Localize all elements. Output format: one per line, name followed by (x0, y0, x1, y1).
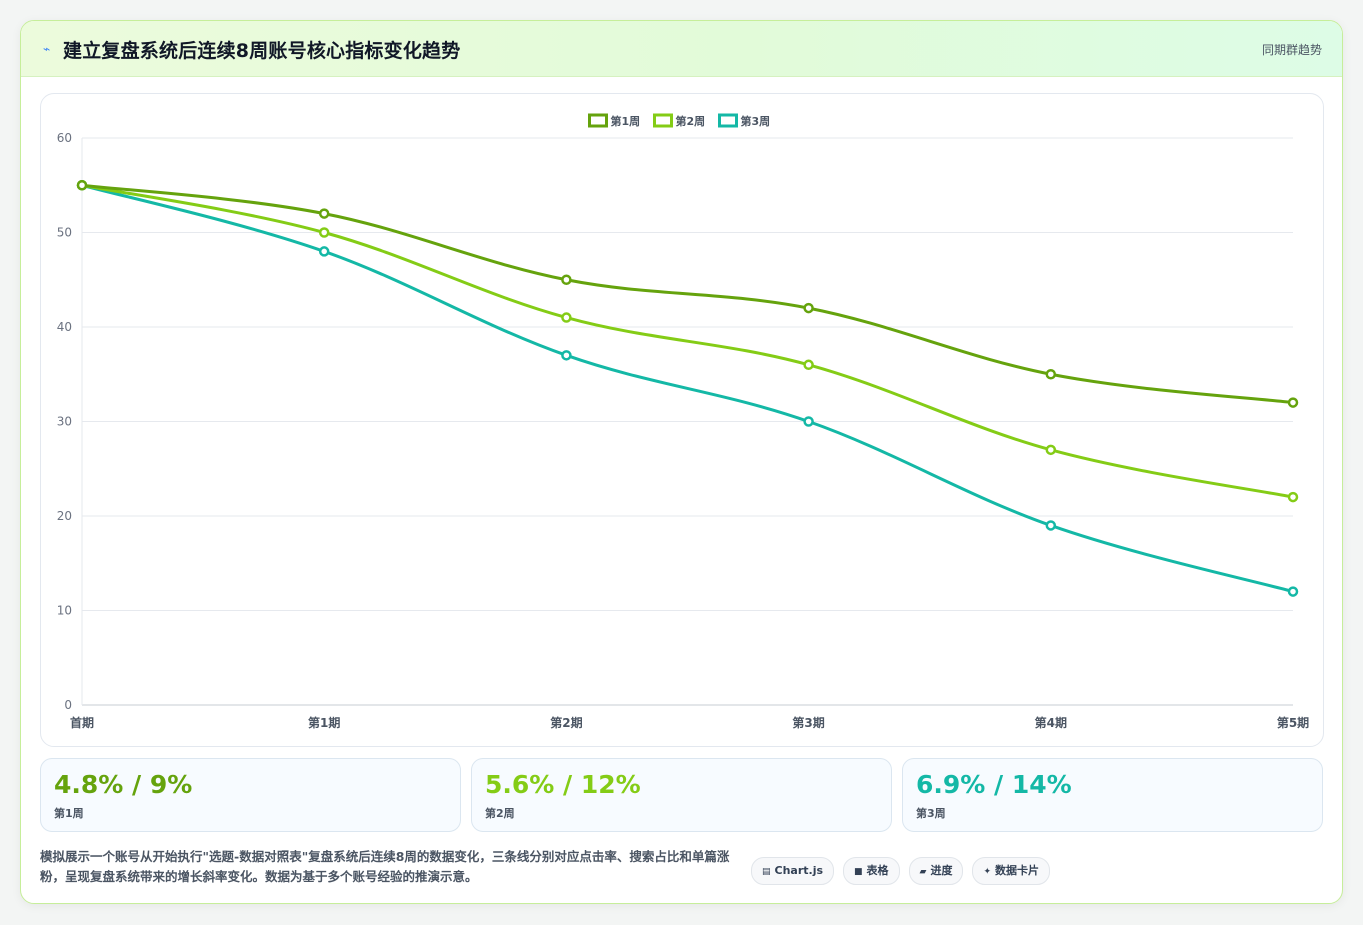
series-line (80, 183, 1295, 499)
chip-chartjs[interactable]: ▤ Chart.js (751, 857, 835, 885)
legend-label: 第2周 (676, 114, 706, 128)
stat-value: 5.6% / 12% (485, 770, 641, 799)
cohort-tag: 同期群趋势 (1261, 43, 1322, 57)
chip-label: Chart.js (774, 864, 824, 877)
stat-value: 4.8% / 9% (54, 770, 193, 799)
table-icon: ■ (854, 867, 863, 877)
stat-card-week1: 4.8% / 9% 第1周 (40, 758, 461, 832)
chip-progress[interactable]: ▰ 进度 (908, 857, 964, 885)
chip-label: 表格 (866, 864, 889, 877)
legend-label: 第3周 (741, 114, 771, 128)
data-point (561, 312, 572, 323)
stat-label: 第2周 (485, 807, 515, 820)
chip-label: 进度 (930, 864, 953, 877)
legend-label: 第1周 (611, 114, 641, 128)
data-point (1045, 444, 1057, 456)
y-tick-label: 60 (57, 131, 72, 145)
y-tick-label: 20 (57, 509, 72, 523)
chip-data-card[interactable]: ✦ 数据卡片 (972, 857, 1051, 885)
data-point (1287, 491, 1299, 503)
data-point (1045, 520, 1057, 531)
series-line (80, 183, 1295, 594)
data-point (318, 227, 330, 238)
data-point (1287, 397, 1299, 408)
x-tick-label: 第4期 (1035, 715, 1067, 730)
y-tick-label: 40 (57, 320, 72, 334)
tech-chips: ▤ Chart.js ■ 表格 ▰ 进度 ✦ 数据卡片 (751, 857, 1051, 885)
data-point (803, 359, 814, 371)
data-point (318, 246, 330, 257)
x-tick-label: 第2期 (550, 715, 582, 730)
chip-label: 数据卡片 (995, 864, 1040, 877)
stat-card-week3: 6.9% / 14% 第3周 (902, 758, 1323, 832)
chip-table[interactable]: ■ 表格 (843, 857, 900, 885)
stat-label: 第3周 (916, 807, 946, 820)
x-tick-label: 第5期 (1277, 715, 1309, 730)
chart-description: 模拟展示一个账号从开始执行"选题-数据对照表"复盘系统后连续8周的数据变化，三条… (40, 849, 730, 884)
y-tick-label: 0 (64, 698, 72, 712)
y-tick-label: 50 (57, 226, 72, 240)
data-point (561, 350, 572, 361)
card-header: ⌁ 建立复盘系统后连续8周账号核心指标变化趋势 同期群趋势 (21, 21, 1342, 77)
lightning-icon: ⌁ (43, 42, 51, 56)
x-tick-label: 第3期 (792, 715, 824, 730)
legend-swatch (718, 113, 738, 128)
chart-container: 0 10 20 30 40 50 60 首期 第1期 第2期 第3期 第4期 第5期 第1周 第2周 第3周 (40, 93, 1324, 747)
stat-card-week2: 5.6% / 12% 第2周 (471, 758, 892, 832)
x-tick-label: 第1期 (308, 715, 340, 730)
progress-icon: ▰ (919, 867, 927, 877)
sparkle-icon: ✦ (983, 867, 992, 877)
line-chart: 0 10 20 30 40 50 60 首期 第1期 第2期 第3期 第4期 第5期 第1周 第2周 第3周 (57, 113, 1309, 730)
card-title: 建立复盘系统后连续8周账号核心指标变化趋势 (63, 40, 461, 62)
data-point (803, 416, 814, 427)
series-line (80, 183, 1295, 405)
stat-label: 第1周 (54, 807, 84, 820)
data-point (1287, 586, 1299, 597)
legend-swatch (588, 113, 608, 128)
y-tick-label: 30 (57, 415, 72, 429)
data-point (318, 208, 330, 219)
trend-card: ⌁ 建立复盘系统后连续8周账号核心指标变化趋势 同期群趋势 0 10 20 30 40 5… (20, 20, 1343, 904)
data-point (561, 274, 572, 285)
legend-swatch (653, 113, 673, 128)
stat-value: 6.9% / 14% (916, 770, 1072, 799)
x-tick-label: 首期 (70, 715, 94, 730)
data-point (803, 302, 814, 314)
data-point (76, 180, 88, 191)
data-point (1045, 369, 1057, 380)
chart-icon: ▤ (762, 867, 771, 877)
y-tick-label: 10 (57, 604, 72, 618)
